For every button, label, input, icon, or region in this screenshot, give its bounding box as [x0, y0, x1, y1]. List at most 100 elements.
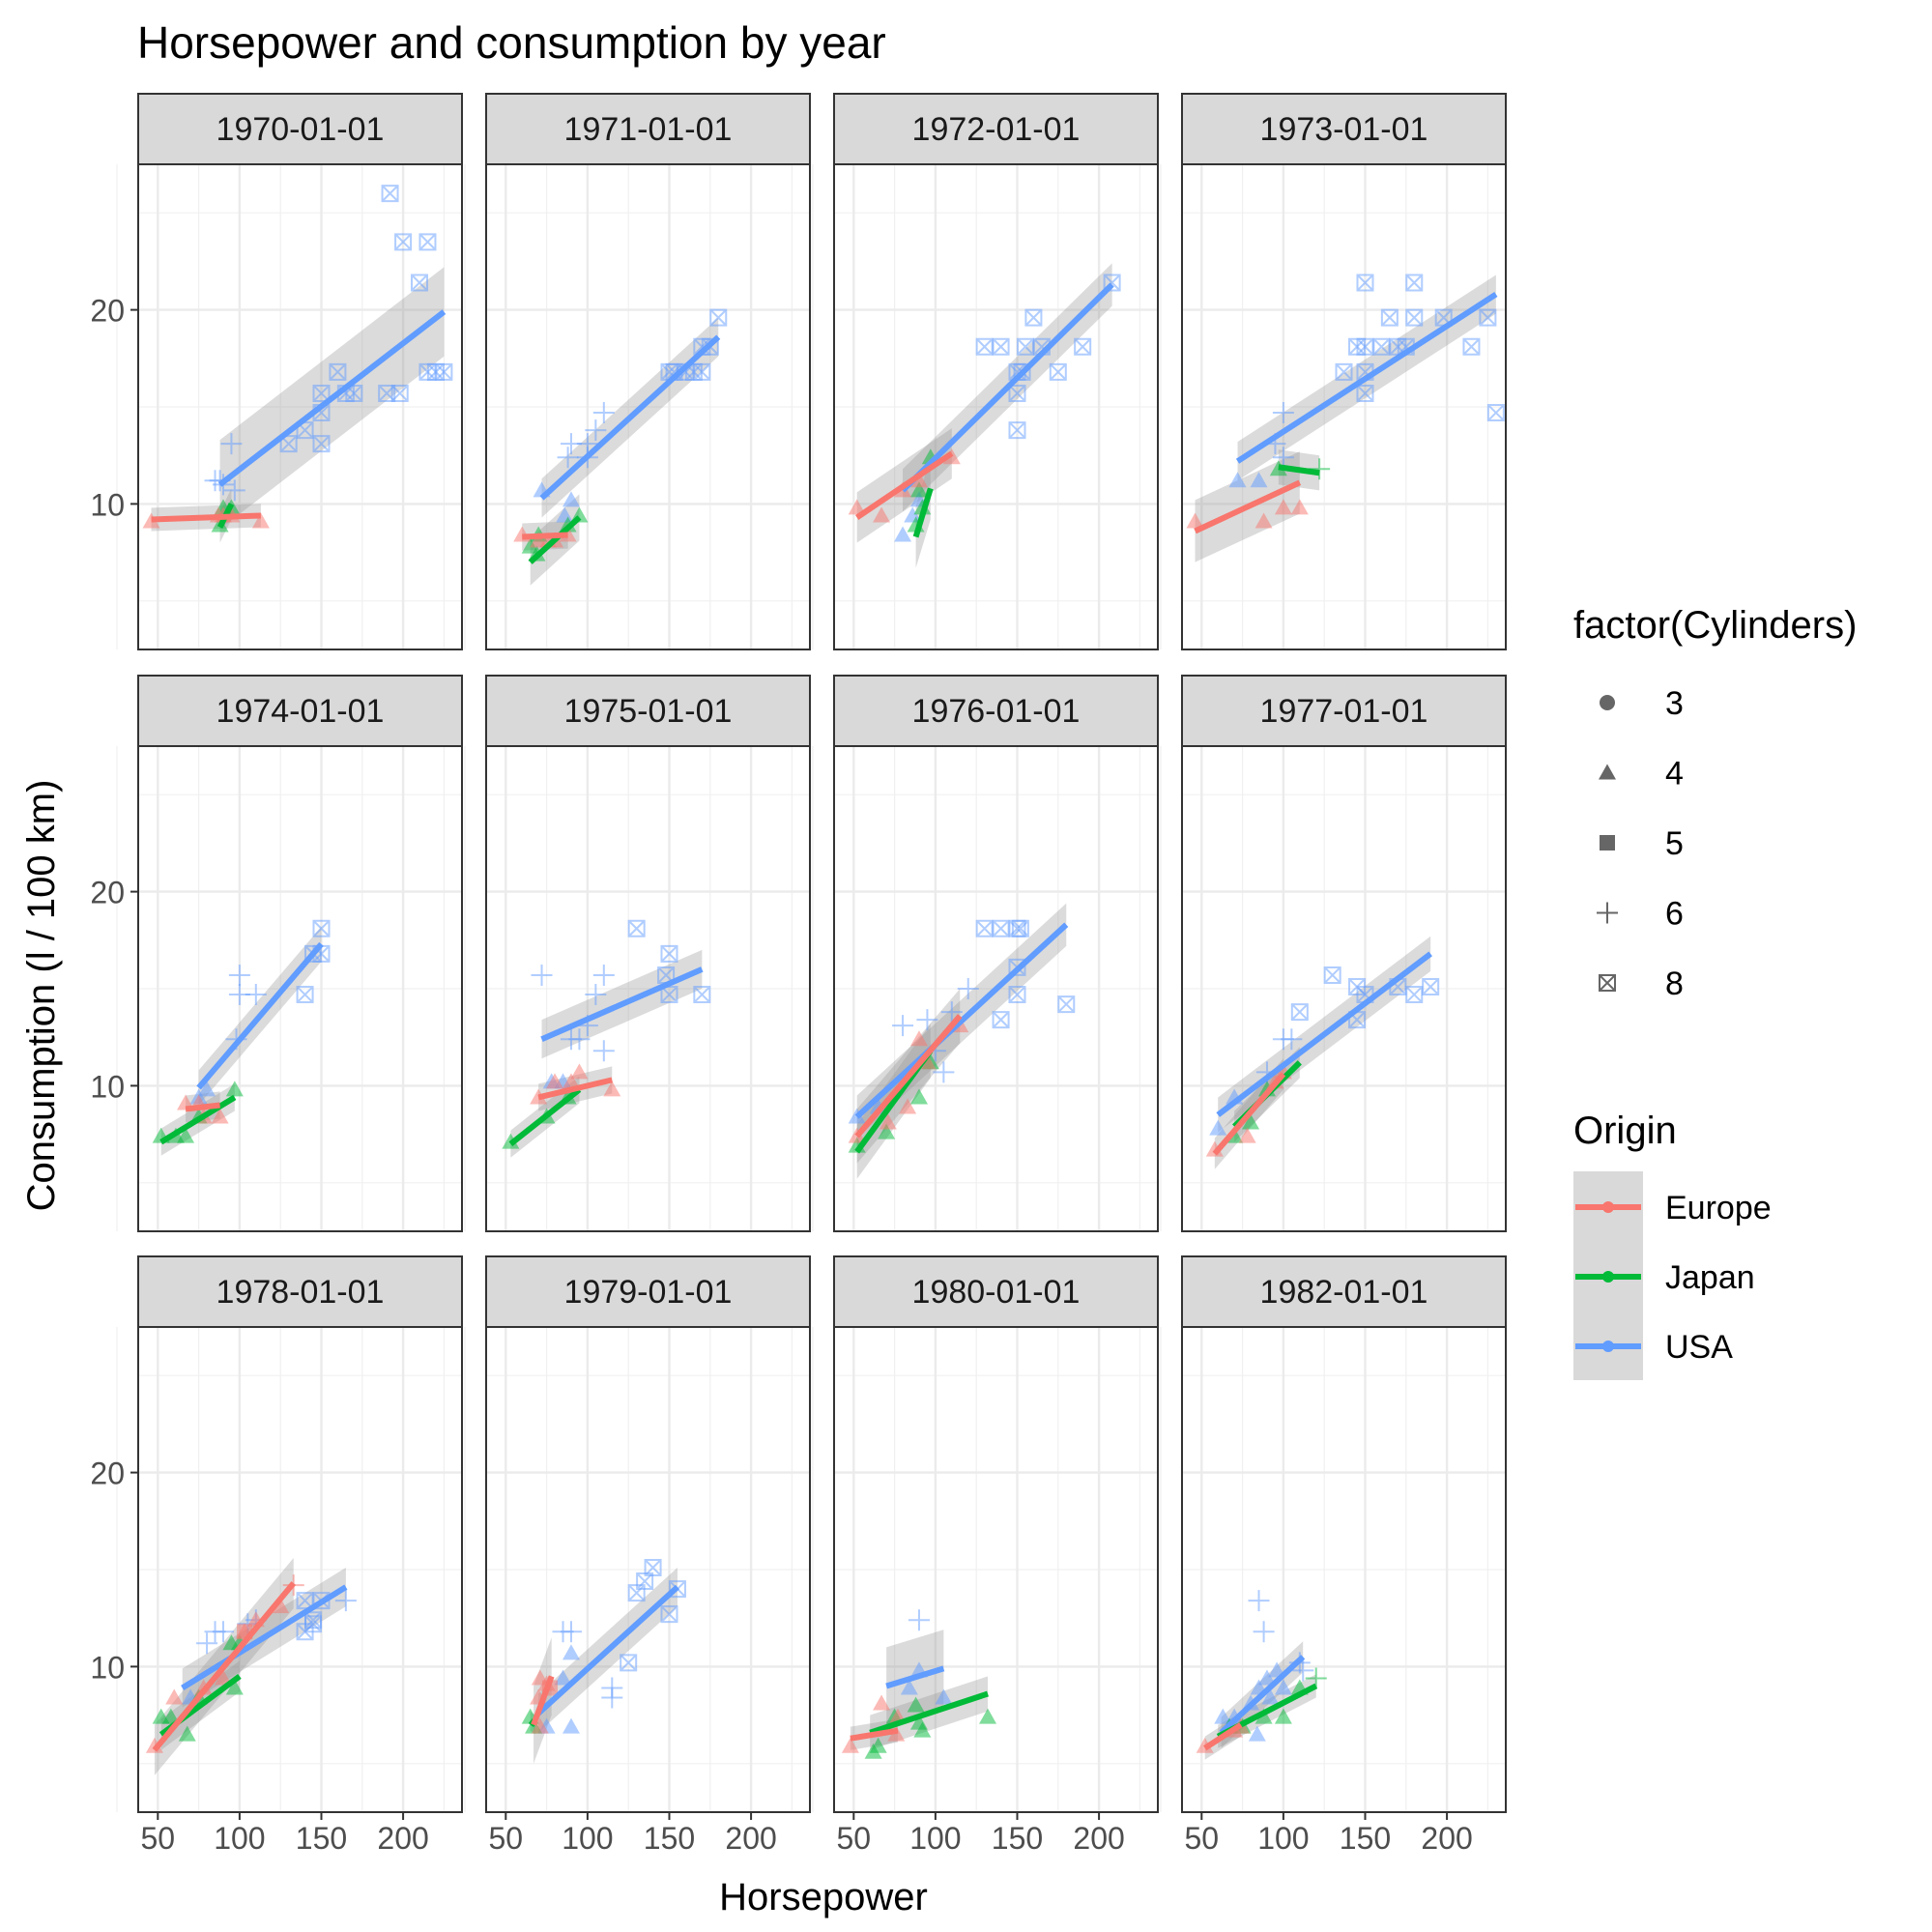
fit-lines	[152, 1581, 348, 1752]
x-tick-label: 50	[1185, 1821, 1220, 1856]
legend-color-item-europe: Europe	[1575, 1190, 1772, 1226]
data-point-europe	[214, 1669, 232, 1686]
x-tick-label: 100	[909, 1821, 961, 1856]
y-tick-label: 10	[90, 487, 125, 522]
legend-shape-label: 3	[1665, 685, 1684, 722]
data-point-europe	[562, 1073, 580, 1089]
fit-lines	[855, 282, 1114, 538]
facet-strip	[485, 1255, 811, 1328]
data-point-usa	[620, 1654, 638, 1672]
panel-border	[485, 163, 811, 650]
data-point-usa	[381, 185, 399, 203]
data-point-usa	[1008, 421, 1026, 440]
data-points	[145, 1574, 357, 1753]
data-point-usa	[1290, 1003, 1309, 1022]
facet-strip	[1181, 93, 1507, 165]
facet-1977-01-01: 1977-01-01	[1160, 675, 1507, 1232]
y-tick-label: 20	[90, 1456, 125, 1491]
data-point-usa	[933, 1061, 955, 1083]
data-point-usa	[418, 233, 437, 251]
data-point-usa	[992, 337, 1010, 356]
legend-color-entries: Europe Japan USA	[1573, 1171, 1772, 1380]
fit-lines	[151, 309, 447, 529]
data-point-usa	[562, 1644, 580, 1660]
data-point-usa	[245, 984, 267, 1006]
facet-1979-01-01: 1979-01-01 50 100 150 200	[464, 1255, 811, 1856]
fit-line-japan	[1278, 464, 1320, 476]
facet-strip-label: 1976-01-01	[912, 693, 1081, 730]
data-point-usa	[592, 964, 615, 986]
panel-border	[137, 163, 463, 650]
gridlines	[116, 746, 462, 1231]
x-tick-label: 50	[837, 1821, 872, 1856]
x-tick-label: 100	[1257, 1821, 1309, 1856]
fit-line-japan	[869, 1690, 989, 1736]
facet-strip-label: 1972-01-01	[912, 111, 1081, 148]
facet-1978-01-01: 1978-01-01 10 20 50 100 150 200	[90, 1255, 463, 1856]
facet-strip-label: 1978-01-01	[216, 1274, 385, 1311]
fit-line-usa	[1219, 1655, 1306, 1735]
facet-strip-label: 1977-01-01	[1260, 693, 1428, 730]
fit-lines	[1203, 1655, 1318, 1751]
chart-title: Horsepower and consumption by year	[137, 17, 886, 68]
facet-1976-01-01: 1976-01-01	[812, 675, 1159, 1232]
facet-1970-01-01: 1970-01-01 10 20	[90, 93, 463, 650]
data-point-usa	[196, 1632, 218, 1655]
fit-line-japan	[528, 515, 582, 564]
data-point-usa	[1405, 986, 1424, 1004]
data-point-usa	[904, 506, 922, 523]
data-point-usa	[204, 1621, 226, 1643]
data-point-usa	[894, 526, 912, 542]
legend-color-label: USA	[1665, 1329, 1733, 1366]
panel-border	[833, 745, 1159, 1232]
data-point-usa	[1422, 977, 1440, 995]
data-point-usa	[916, 1009, 938, 1031]
gridlines	[116, 164, 462, 649]
legend-shape-label: 4	[1665, 756, 1684, 793]
x-tick-label: 150	[1340, 1821, 1391, 1856]
fit-line-usa	[885, 1665, 945, 1689]
data-point-usa	[1011, 919, 1029, 937]
data-point-usa	[592, 1040, 615, 1062]
data-point-europe	[211, 1108, 229, 1124]
facet-1972-01-01: 1972-01-01	[812, 93, 1159, 650]
data-point-usa	[1250, 472, 1268, 488]
data-point-usa	[1257, 1669, 1276, 1686]
data-point-europe	[1238, 1127, 1256, 1143]
data-point-europe	[570, 1063, 589, 1080]
data-points	[848, 274, 1121, 542]
data-point-usa	[220, 433, 243, 455]
legend-shape-item-5: 5	[1600, 825, 1684, 862]
data-point-usa	[660, 944, 678, 963]
data-point-japan	[225, 1679, 244, 1695]
data-point-usa	[560, 433, 582, 455]
data-point-usa	[1292, 1659, 1314, 1682]
data-point-usa	[627, 919, 646, 937]
data-point-japan	[869, 1737, 887, 1753]
data-point-usa	[562, 1717, 580, 1734]
fit-lines	[522, 334, 721, 564]
fit-line-japan	[912, 487, 934, 538]
data-point-usa	[1356, 384, 1374, 402]
panel-border	[1181, 1326, 1507, 1813]
y-tick-label: 20	[90, 294, 125, 329]
legend-shape-key	[1599, 764, 1616, 780]
facet-1975-01-01: 1975-01-01	[464, 675, 811, 1232]
fit-line-europe	[854, 1014, 963, 1139]
facet-1973-01-01: 1973-01-01	[1160, 93, 1507, 650]
legend-color-label: Japan	[1665, 1259, 1755, 1296]
data-point-japan	[1242, 1113, 1260, 1130]
fit-lines	[1194, 292, 1498, 534]
fit-line-usa	[217, 309, 447, 487]
panel-border	[485, 745, 811, 1232]
fit-line-usa	[900, 282, 1114, 493]
data-point-europe	[873, 506, 891, 523]
y-tick-label: 10	[90, 1650, 125, 1685]
gridlines	[812, 164, 1158, 649]
data-point-usa	[585, 984, 607, 1006]
facet-strip-label: 1970-01-01	[216, 111, 385, 148]
fit-line-usa	[540, 966, 704, 1042]
data-point-japan	[909, 1714, 928, 1730]
panel-border	[1181, 163, 1507, 650]
